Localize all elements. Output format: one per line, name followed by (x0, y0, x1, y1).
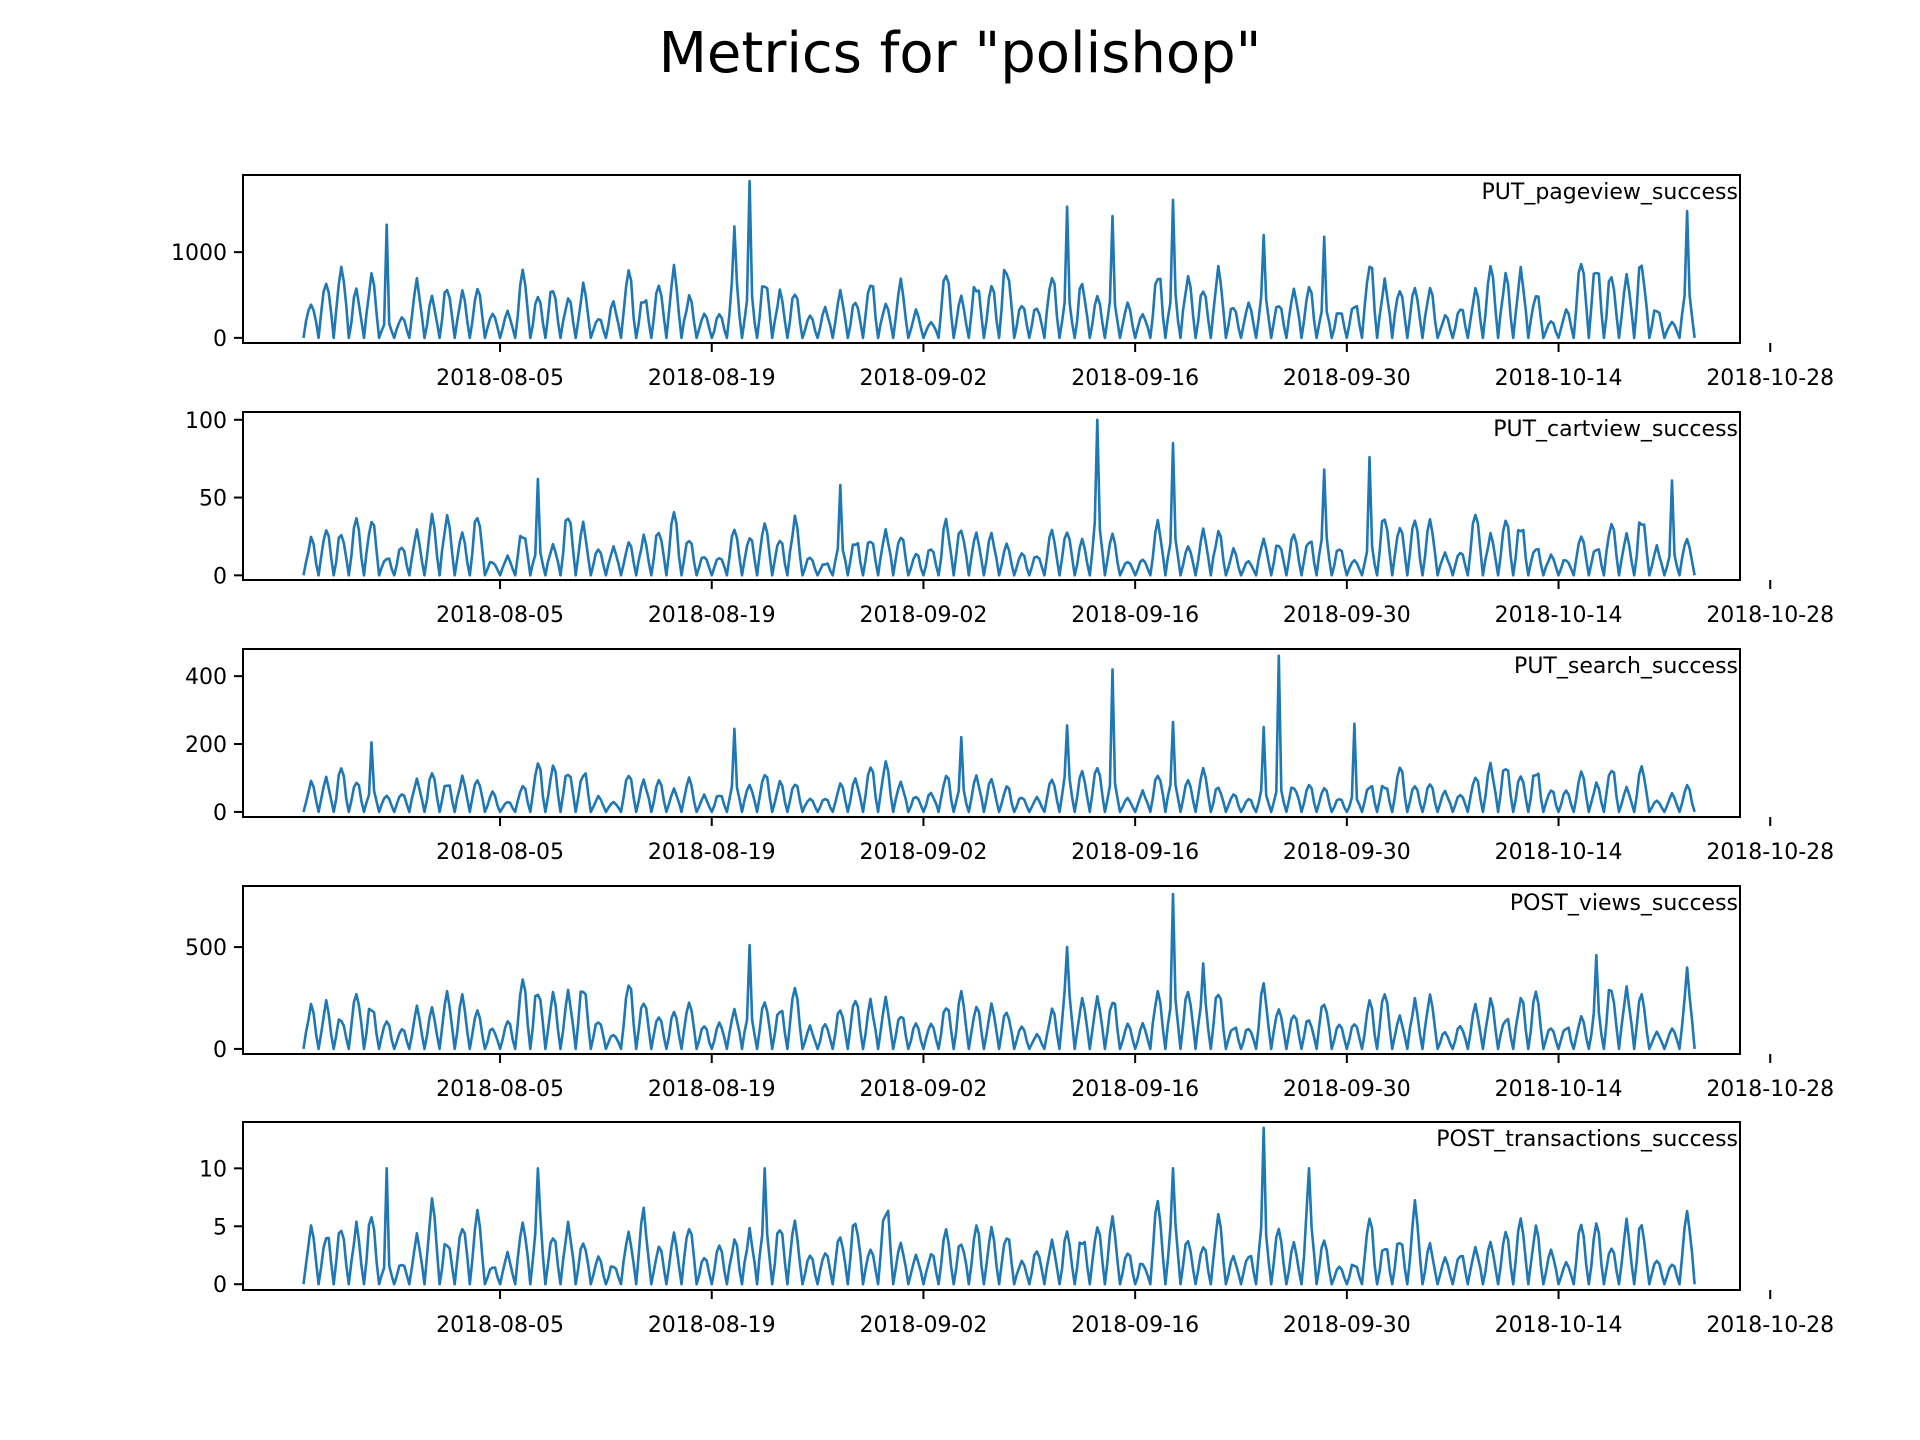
x-tick-label: 2018-08-19 (648, 1077, 776, 1102)
panel-PUT_pageview_success: 2018-08-05 2018-08-19 2018-09-02 2018-09-16… (171, 174, 1834, 391)
y-tick-label: 400 (185, 665, 227, 690)
x-tick-label: 2018-09-16 (1071, 366, 1199, 391)
figure-title: Metrics for "polishop" (659, 21, 1262, 86)
x-tick-label: 2018-10-28 (1706, 1077, 1834, 1102)
x-tick-label: 2018-10-28 (1706, 840, 1834, 865)
x-tick-label: 2018-10-14 (1495, 603, 1623, 628)
x-tick-label: 2018-09-16 (1071, 840, 1199, 865)
x-tick-label: 2018-10-14 (1495, 840, 1623, 865)
x-tick-label: 2018-08-05 (436, 603, 564, 628)
panel-PUT_search_success: 2018-08-05 2018-08-19 2018-09-02 2018-09-16… (185, 648, 1834, 865)
x-tick-label: 2018-09-30 (1283, 840, 1411, 865)
x-tick-label: 2018-09-30 (1283, 603, 1411, 628)
y-tick-label: 100 (185, 409, 227, 434)
axes-frame (242, 1121, 1741, 1291)
series-line-PUT_search_success (302, 654, 1696, 814)
panel-PUT_cartview_success: 2018-08-05 2018-08-19 2018-09-02 2018-09-16… (185, 409, 1834, 628)
x-tick-label: 2018-09-02 (860, 603, 988, 628)
series-label: PUT_pageview_success (1482, 180, 1738, 205)
x-tick-label: 2018-09-02 (860, 840, 988, 865)
series-line-POST_views_success (302, 892, 1696, 1051)
y-tick-label: 0 (213, 564, 227, 589)
x-tick-label: 2018-09-16 (1071, 1077, 1199, 1102)
y-tick-label: 50 (199, 487, 227, 512)
x-tick-label: 2018-09-30 (1283, 1313, 1411, 1338)
axes-frame (242, 411, 1741, 581)
x-tick-label: 2018-09-16 (1071, 1313, 1199, 1338)
x-tick-label: 2018-08-05 (436, 1077, 564, 1102)
axes-frame (242, 648, 1741, 818)
series-line-PUT_pageview_success (302, 179, 1696, 340)
x-tick-label: 2018-08-19 (648, 603, 776, 628)
panel-POST_views_success: 2018-08-05 2018-08-19 2018-09-02 2018-09-16… (185, 885, 1834, 1102)
x-tick-label: 2018-08-19 (648, 366, 776, 391)
x-tick-label: 2018-10-28 (1706, 603, 1834, 628)
x-tick-label: 2018-10-14 (1495, 1077, 1623, 1102)
panel-POST_transactions_success: 2018-08-05 2018-08-19 2018-09-02 2018-09-16… (199, 1121, 1834, 1338)
y-tick-label: 0 (213, 327, 227, 352)
x-tick-label: 2018-09-02 (860, 1313, 988, 1338)
series-line-POST_transactions_success (302, 1126, 1696, 1286)
x-tick-label: 2018-10-28 (1706, 366, 1834, 391)
series-label: POST_views_success (1510, 891, 1738, 916)
y-tick-label: 1000 (171, 241, 227, 266)
x-tick-label: 2018-08-19 (648, 1313, 776, 1338)
axes-frame (242, 885, 1741, 1055)
x-tick-label: 2018-09-16 (1071, 603, 1199, 628)
x-tick-label: 2018-10-28 (1706, 1313, 1834, 1338)
x-tick-label: 2018-09-30 (1283, 1077, 1411, 1102)
x-tick-label: 2018-08-05 (436, 1313, 564, 1338)
y-tick-label: 200 (185, 733, 227, 758)
x-tick-label: 2018-08-05 (436, 840, 564, 865)
y-tick-label: 0 (213, 1038, 227, 1063)
x-tick-label: 2018-08-19 (648, 840, 776, 865)
y-tick-label: 5 (213, 1215, 227, 1240)
y-tick-label: 0 (213, 801, 227, 826)
y-tick-label: 500 (185, 936, 227, 961)
x-tick-label: 2018-09-02 (860, 1077, 988, 1102)
series-label: PUT_cartview_success (1493, 417, 1738, 442)
x-tick-label: 2018-10-14 (1495, 366, 1623, 391)
x-tick-label: 2018-08-05 (436, 366, 564, 391)
y-tick-label: 0 (213, 1273, 227, 1298)
x-tick-label: 2018-10-14 (1495, 1313, 1623, 1338)
series-line-PUT_cartview_success (302, 418, 1696, 577)
y-tick-label: 10 (199, 1157, 227, 1182)
x-tick-label: 2018-09-02 (860, 366, 988, 391)
x-tick-label: 2018-09-30 (1283, 366, 1411, 391)
series-label: PUT_search_success (1514, 654, 1738, 679)
axes-frame (242, 174, 1741, 344)
series-label: POST_transactions_success (1436, 1127, 1738, 1152)
